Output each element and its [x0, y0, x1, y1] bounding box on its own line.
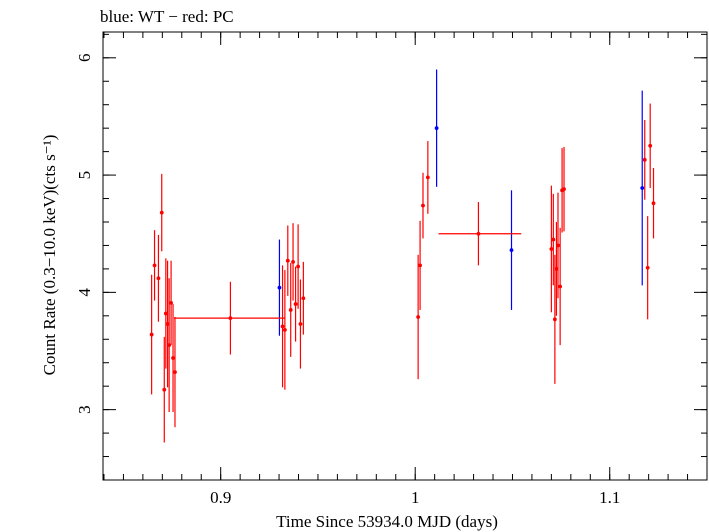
data-marker	[152, 263, 157, 268]
plot-frame	[102, 31, 708, 481]
data-marker	[642, 157, 647, 162]
data-point	[174, 281, 285, 355]
data-point	[296, 224, 301, 309]
data-marker	[645, 265, 650, 270]
data-marker	[156, 276, 161, 281]
data-point	[562, 146, 566, 232]
series-wt	[277, 69, 645, 336]
data-marker	[298, 322, 303, 326]
data-point	[558, 227, 563, 346]
data-marker	[280, 324, 285, 329]
data-point	[163, 258, 168, 369]
data-point	[171, 304, 175, 412]
data-marker	[169, 301, 173, 305]
data-point	[298, 279, 303, 369]
data-marker	[434, 126, 439, 131]
data-point	[551, 193, 556, 286]
data-point	[418, 220, 422, 310]
data-point	[280, 265, 285, 388]
y-tick-label: 3	[75, 405, 94, 414]
data-point	[285, 225, 290, 296]
x-axis-label: Time Since 53934.0 MJD (days)	[276, 512, 498, 531]
data-marker	[418, 263, 422, 268]
y-axis-label: Count Rate (0.3−10.0 keV)(cts s⁻¹)	[40, 135, 59, 376]
data-marker	[421, 203, 425, 208]
data-marker	[293, 302, 298, 306]
data-point	[156, 234, 161, 322]
data-marker	[509, 248, 514, 253]
data-marker	[562, 187, 566, 192]
data-marker	[416, 315, 421, 319]
data-point	[421, 172, 425, 239]
data-point	[301, 261, 306, 335]
data-point	[152, 230, 157, 301]
data-marker	[167, 343, 172, 348]
data-point	[159, 173, 164, 252]
data-marker	[552, 317, 557, 322]
data-marker	[162, 387, 167, 392]
data-point	[554, 221, 559, 316]
data-marker	[173, 370, 177, 375]
data-point	[291, 223, 295, 301]
data-marker	[171, 356, 175, 360]
data-marker	[476, 231, 481, 236]
data-point	[645, 216, 650, 320]
data-marker	[554, 267, 559, 271]
chart-title: blue: WT − red: PC	[100, 7, 234, 26]
data-marker	[163, 311, 168, 316]
data-point	[169, 260, 173, 346]
y-tick-label: 5	[75, 171, 94, 180]
data-point	[648, 103, 653, 188]
y-tick-label: 4	[75, 288, 94, 297]
data-point	[509, 190, 514, 310]
data-marker	[228, 316, 233, 321]
data-series	[149, 69, 656, 443]
data-marker	[288, 308, 293, 312]
data-point	[277, 239, 282, 336]
data-point	[552, 254, 557, 384]
data-marker	[296, 264, 301, 269]
data-point	[438, 202, 522, 266]
data-point	[282, 270, 287, 390]
data-point	[149, 274, 154, 395]
data-marker	[640, 186, 645, 190]
data-marker	[651, 201, 656, 206]
axis-ticks	[103, 32, 707, 481]
data-point	[651, 168, 656, 239]
x-tick-label: 0.9	[210, 488, 231, 507]
data-point	[165, 260, 170, 388]
data-marker	[291, 259, 295, 264]
data-point	[288, 263, 293, 357]
data-point	[167, 278, 172, 412]
data-point	[293, 266, 298, 342]
data-marker	[648, 143, 653, 148]
data-point	[556, 192, 560, 299]
data-point	[640, 90, 645, 286]
x-tick-label: 1	[411, 488, 420, 507]
data-point	[425, 141, 430, 214]
data-marker	[551, 237, 556, 242]
series-pc	[149, 103, 656, 443]
data-marker	[556, 243, 560, 248]
data-point	[162, 336, 167, 443]
data-marker	[285, 258, 290, 263]
data-marker	[558, 284, 563, 289]
y-tick-label: 6	[75, 54, 94, 63]
data-marker	[425, 175, 430, 180]
x-tick-label: 1.1	[599, 488, 620, 507]
data-marker	[277, 285, 282, 290]
data-marker	[301, 296, 306, 301]
axis-tick-labels: 0.9 1 1.1 3 4 5 6	[75, 54, 620, 507]
data-point	[173, 316, 177, 428]
data-marker	[149, 332, 154, 337]
data-point	[416, 254, 421, 380]
data-marker	[549, 247, 554, 251]
data-marker	[165, 322, 170, 326]
data-point	[434, 69, 439, 187]
data-point	[549, 185, 554, 313]
data-point	[642, 119, 647, 200]
data-marker	[159, 210, 164, 215]
data-marker	[282, 327, 287, 332]
